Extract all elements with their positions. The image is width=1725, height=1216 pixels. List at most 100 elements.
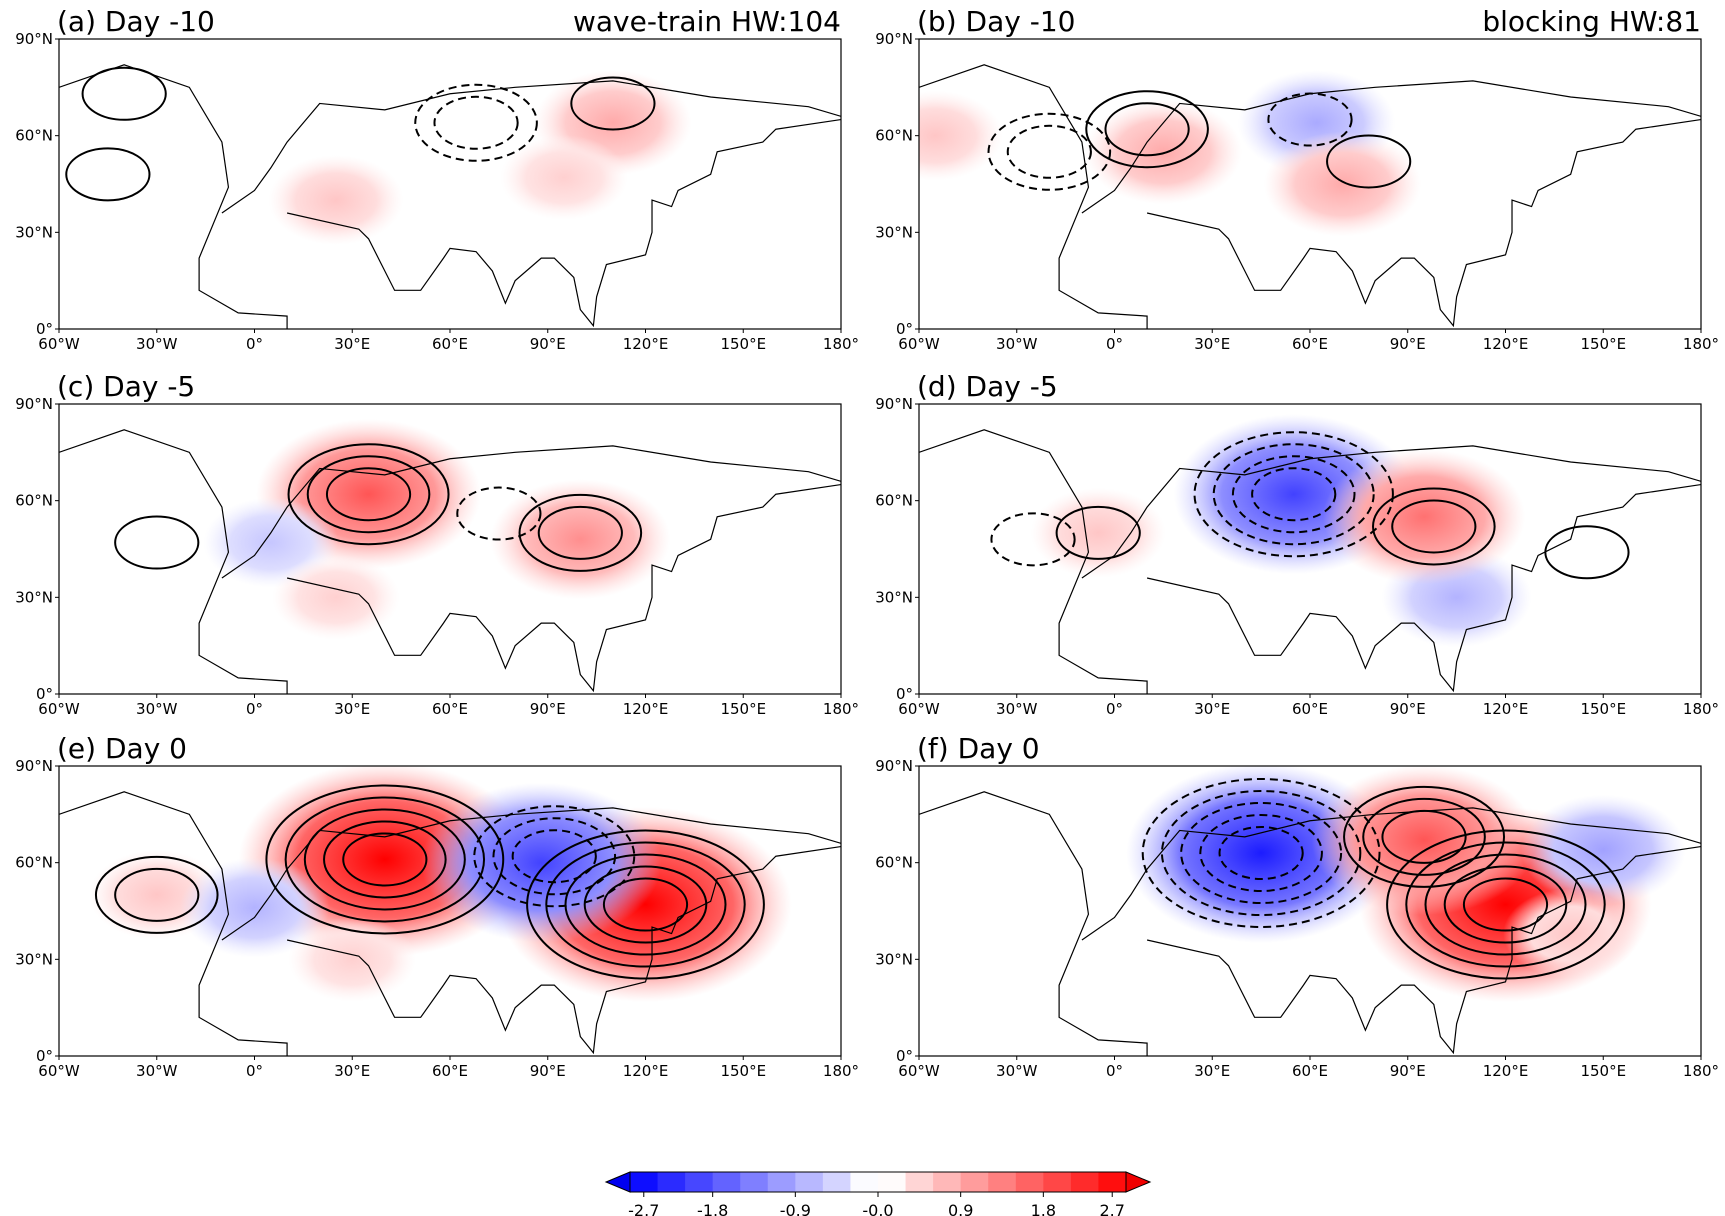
lon-tick-label: 60°W (38, 1062, 80, 1080)
solid-contour (1544, 525, 1630, 580)
anomaly-shading (1263, 131, 1422, 237)
colorbar-tick-label: -2.7 (628, 1201, 659, 1216)
coastline (1146, 118, 1701, 328)
lon-tick-label: 120°E (1483, 335, 1529, 353)
lon-tick-label: 150°E (720, 335, 766, 353)
anomaly-shading (1322, 449, 1526, 585)
lon-tick-label: 60°E (1292, 700, 1328, 718)
coastline (919, 791, 1148, 1056)
lon-tick-label: 60°E (432, 1062, 468, 1080)
anomaly-shading (1520, 794, 1686, 905)
lat-tick-label: 60°N (875, 854, 913, 872)
dashed-contour (1212, 443, 1375, 546)
map-area (919, 414, 1701, 694)
lon-tick-label: 60°W (898, 335, 940, 353)
lon-tick-label: 120°E (1483, 1062, 1529, 1080)
anomaly-shading (919, 90, 1003, 181)
dashed-contour (1141, 778, 1381, 928)
solid-contour (537, 505, 623, 560)
solid-contour (1085, 90, 1209, 169)
lon-tick-label: 150°E (1580, 700, 1626, 718)
dashed-contour (511, 829, 597, 884)
colorbar-tick-label: 0.9 (948, 1201, 973, 1216)
lat-tick-label: 60°N (875, 127, 913, 145)
lon-tick-label: 90°E (530, 1062, 566, 1080)
lon-tick-label: 120°E (623, 1062, 669, 1080)
lon-tick-label: 60°E (1292, 335, 1328, 353)
lon-tick-label: 120°E (623, 335, 669, 353)
lat-tick-label: 60°N (875, 492, 913, 510)
coastline (1081, 80, 1701, 214)
colorbar-bin (850, 1172, 879, 1192)
lon-tick-label: 60°E (432, 700, 468, 718)
solid-contour (1372, 487, 1496, 566)
anomaly-shading (1084, 99, 1243, 205)
lon-tick-label: 180° (1683, 335, 1719, 353)
lat-tick-label: 30°N (15, 588, 53, 606)
solid-contour (114, 867, 200, 922)
colorbar-bin (740, 1172, 769, 1192)
lon-tick-label: 0° (1106, 335, 1123, 353)
colorbar-bin (933, 1172, 962, 1192)
map-area (919, 64, 1701, 329)
lon-tick-label: 0° (1106, 700, 1123, 718)
colorbar-bin (767, 1172, 796, 1192)
anomaly-shading (1030, 487, 1166, 578)
solid-contour (1462, 877, 1549, 932)
coastline (221, 807, 841, 941)
colorbar-bin (905, 1172, 934, 1192)
colorbar-bin (1098, 1172, 1127, 1192)
lon-tick-label: 30°W (136, 335, 178, 353)
coastline (286, 483, 841, 693)
coastline (1081, 807, 1701, 941)
lon-tick-label: 30°W (136, 700, 178, 718)
coastline (919, 64, 1148, 329)
colorbar-bin (1043, 1172, 1072, 1192)
lon-tick-label: 0° (246, 335, 263, 353)
solid-contour (602, 877, 689, 932)
dashed-contour (1006, 124, 1092, 179)
coastline (59, 64, 288, 329)
lon-tick-label: 0° (1106, 1062, 1123, 1080)
lat-tick-label: 0° (896, 320, 913, 338)
lon-tick-label: 150°E (1580, 1062, 1626, 1080)
colorbar-bin (712, 1172, 741, 1192)
lat-tick-label: 90°N (875, 30, 913, 48)
solid-contour (1343, 785, 1506, 888)
lat-tick-label: 60°N (15, 854, 53, 872)
solid-contour (526, 829, 765, 980)
colorbar-bin (960, 1172, 989, 1192)
colorbar-tick-label: -0.0 (862, 1201, 893, 1216)
colorbar-tick-label: -1.8 (697, 1201, 728, 1216)
dashed-contour (473, 805, 636, 908)
map-panel-3: (d) Day -5 60°W 30°W 0° 30°E 60°E 90°E 120°E 150… (875, 370, 1719, 718)
solid-contour (1055, 505, 1141, 560)
solid-contour (1362, 797, 1486, 876)
colorbar: -2.7 -1.8 -0.9 -0.0 0.9 1.8 2.7 (604, 1171, 1152, 1216)
lon-tick-label: 0° (246, 700, 263, 718)
map-panel-5: (f) Day 0 60°W 30°W 0° 30°E 60°E 90°E 120°E 150°… (875, 732, 1719, 1080)
solid-contour (1104, 102, 1190, 157)
anomaly-shading (272, 554, 400, 640)
lon-tick-label: 30°W (136, 1062, 178, 1080)
colorbar-bin (795, 1172, 824, 1192)
dashed-contour (1231, 455, 1356, 534)
solid-contour (545, 841, 746, 968)
lat-tick-label: 30°N (15, 223, 53, 241)
solid-contour (583, 865, 708, 944)
lat-tick-label: 30°N (15, 950, 53, 968)
lon-tick-label: 180° (1683, 700, 1719, 718)
solid-contour (1386, 829, 1625, 980)
panel-title: (d) Day -5 (917, 370, 1058, 403)
lon-tick-label: 150°E (1580, 335, 1626, 353)
lon-tick-label: 120°E (623, 700, 669, 718)
panel-title: (c) Day -5 (57, 370, 195, 403)
dashed-contour (1193, 431, 1394, 558)
lat-tick-label: 0° (36, 685, 53, 703)
lat-tick-label: 30°N (875, 588, 913, 606)
panel-title: (a) Day -10 (57, 5, 215, 38)
anomaly-shading (490, 479, 671, 600)
solid-contour (325, 467, 412, 522)
lon-tick-label: 0° (246, 1062, 263, 1080)
